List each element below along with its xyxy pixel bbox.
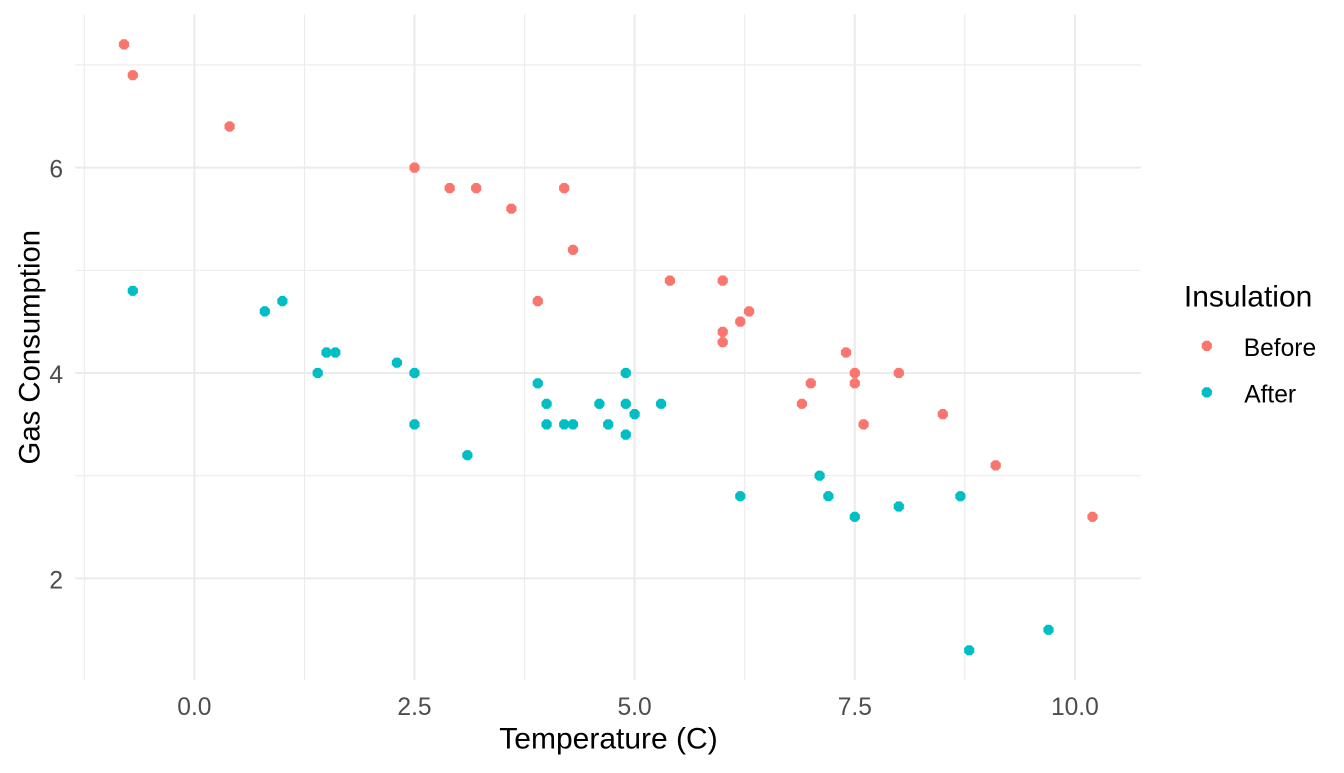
- svg-text:10.0: 10.0: [1051, 694, 1099, 721]
- svg-text:5.0: 5.0: [617, 694, 651, 721]
- svg-text:Temperature (C): Temperature (C): [499, 722, 717, 755]
- svg-text:7.5: 7.5: [838, 694, 872, 721]
- svg-text:Before: Before: [1244, 335, 1316, 362]
- svg-text:Insulation: Insulation: [1184, 280, 1312, 313]
- svg-text:After: After: [1244, 382, 1296, 409]
- svg-text:0.0: 0.0: [177, 694, 211, 721]
- svg-text:4: 4: [49, 362, 63, 389]
- svg-text:6: 6: [49, 157, 63, 184]
- svg-text:2: 2: [49, 567, 63, 594]
- svg-text:Gas Consumption: Gas Consumption: [13, 230, 46, 465]
- svg-text:2.5: 2.5: [397, 694, 431, 721]
